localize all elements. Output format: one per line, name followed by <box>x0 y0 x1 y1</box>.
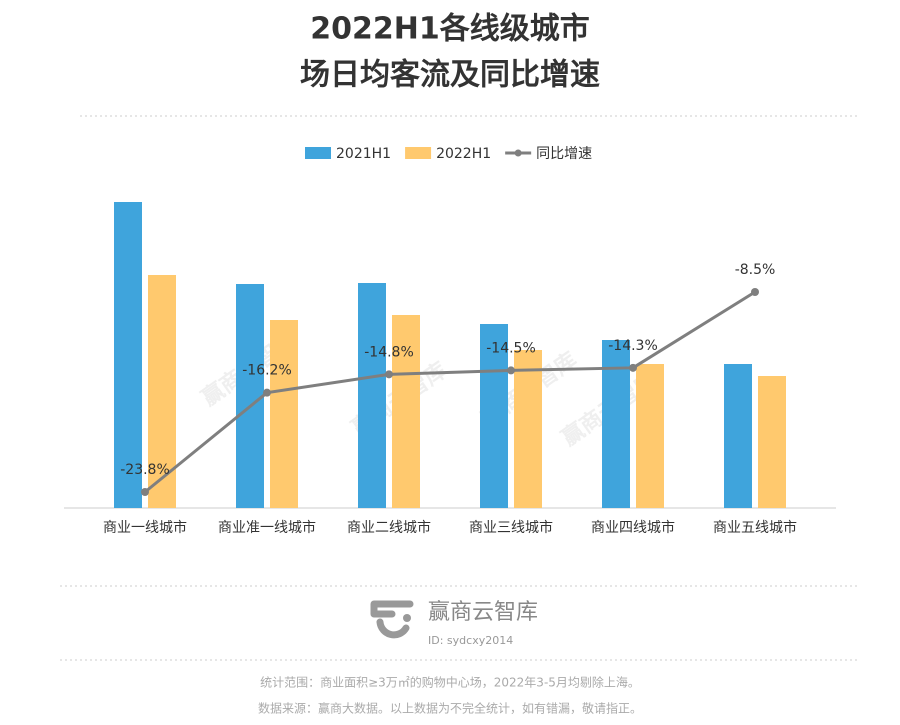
logo <box>370 600 414 639</box>
plot: 赢商云智库赢商云智库赢商云智库赢商云智库商业一线城市商业准一线城市商业二线城市商… <box>64 146 836 536</box>
line-point <box>385 370 393 379</box>
data-label: -16.2% <box>242 363 292 379</box>
footnote: 数据来源：赢商大数据。以上数据为不完全统计，如有错漏，敬请指正。 <box>258 701 642 716</box>
brand: 赢商云智库 <box>428 600 538 625</box>
line-point <box>751 288 759 296</box>
legend-swatch <box>305 147 331 159</box>
bar <box>724 364 752 508</box>
bar <box>514 350 542 508</box>
bar <box>602 340 630 508</box>
line-point <box>141 488 149 496</box>
bar <box>358 283 386 508</box>
logo-icon <box>370 600 414 639</box>
title-line: 场日均客流及同比增速 <box>300 58 600 93</box>
legend-swatch <box>514 149 522 157</box>
legend-label: 同比增速 <box>536 146 592 162</box>
x-tick-label: 商业准一线城市 <box>218 519 316 536</box>
bar <box>114 202 142 508</box>
brand-id: ID: sydcxy2014 <box>428 634 513 647</box>
title-line: 2022H1各线级城市 <box>310 12 589 47</box>
logo-dot <box>403 614 411 622</box>
data-label: -14.5% <box>486 340 536 356</box>
bar <box>270 320 298 508</box>
data-label: -23.8% <box>120 462 170 478</box>
data-label: -14.8% <box>364 344 414 360</box>
bar <box>480 324 508 508</box>
bar <box>236 284 264 508</box>
x-tick-label: 商业一线城市 <box>103 519 187 536</box>
line <box>144 290 756 494</box>
footnote: 统计范围：商业面积≥3万㎡的购物中心场，2022年3-5月均剔除上海。 <box>260 675 640 690</box>
line-point <box>507 366 515 375</box>
legend-label: 2021H1 <box>336 146 391 162</box>
legend-label: 2022H1 <box>436 146 491 162</box>
data-label: -8.5% <box>735 262 776 278</box>
data-label: -14.3% <box>608 338 658 354</box>
bar <box>636 364 664 508</box>
x-tick-label: 商业五线城市 <box>713 519 797 536</box>
bar <box>758 376 786 508</box>
x-tick-label: 商业四线城市 <box>591 519 675 536</box>
bar <box>392 315 420 508</box>
x-tick-label: 商业三线城市 <box>469 519 553 536</box>
line-point <box>263 388 271 397</box>
x-tick-label: 商业二线城市 <box>347 519 431 536</box>
legend-swatch <box>405 147 432 159</box>
line-point <box>629 363 637 372</box>
